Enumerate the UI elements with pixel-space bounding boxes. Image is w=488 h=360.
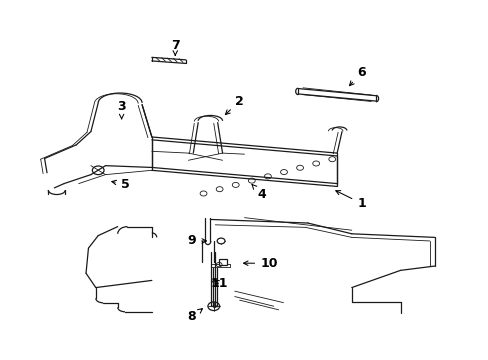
Text: 2: 2: [225, 95, 244, 114]
Text: 8: 8: [187, 309, 202, 324]
Circle shape: [217, 238, 224, 244]
Text: 3: 3: [117, 100, 126, 119]
Text: 4: 4: [251, 185, 265, 201]
Text: 5: 5: [112, 178, 129, 191]
Text: 1: 1: [335, 191, 365, 210]
Text: 11: 11: [210, 277, 227, 290]
Text: 6: 6: [349, 66, 365, 86]
Text: 7: 7: [170, 39, 179, 55]
Bar: [218, 259, 227, 265]
Text: 9: 9: [187, 234, 206, 247]
Text: 10: 10: [243, 257, 277, 270]
